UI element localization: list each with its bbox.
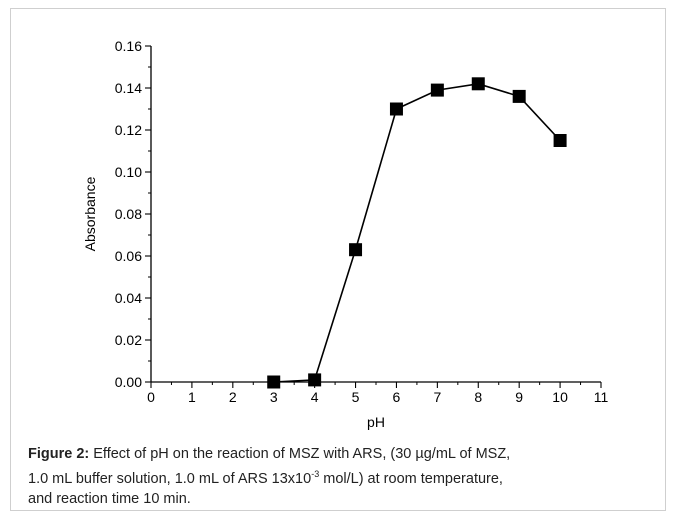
x-tick-label: 9 [515,389,523,405]
x-tick-label: 4 [311,389,319,405]
y-tick-label: 0.02 [115,332,142,348]
x-tick-label: 2 [229,389,237,405]
data-point [308,373,322,387]
y-axis-label: Absorbance [82,176,98,251]
x-tick-label: 7 [433,389,441,405]
figure-caption: Figure 2: Effect of pH on the reaction o… [28,444,668,509]
tick-labels: 0 1 2 3 4 5 6 7 8 9 10 11 0.00 0.02 0.04 0.06 0.08 0.10 0.… [115,38,609,405]
chart: 0 1 2 3 4 5 6 7 8 9 10 11 0.00 0.02 0.04 0.06 0.08 0.10 0.… [82,38,609,430]
figure-frame: 0 1 2 3 4 5 6 7 8 9 10 11 0.00 0.02 0.04 0.06 0.08 0.10 0.… [10,8,666,511]
x-tick-label: 5 [352,389,360,405]
y-tick-label: 0.10 [115,164,142,180]
data-point [512,89,526,103]
caption-line-2a: 1.0 mL buffer solution, 1.0 mL of ARS 13… [28,470,312,487]
axes [150,46,601,383]
data-markers [267,77,567,389]
ticks [145,45,602,388]
caption-exponent: -3 [311,469,320,479]
x-tick-label: 3 [270,389,278,405]
x-tick-label: 0 [147,389,155,405]
data-point [471,77,485,91]
y-tick-label: 0.06 [115,248,142,264]
x-tick-label: 1 [188,389,196,405]
y-tick-label: 0.14 [115,80,142,96]
x-tick-label: 6 [393,389,401,405]
caption-line-2b: mol/L) at room temperature, [319,470,503,487]
caption-label: Figure 2: [28,446,90,462]
y-tick-label: 0.00 [115,374,142,390]
data-point [389,102,403,116]
series-line [273,82,561,383]
y-tick-label: 0.04 [115,290,142,306]
data-point [553,134,567,147]
caption-line-1: Effect of pH on the reaction of MSZ with… [89,446,511,462]
data-point [349,243,363,257]
data-point [430,83,444,97]
y-tick-label: 0.08 [115,206,142,222]
x-tick-label: 10 [552,389,568,405]
caption-line-3: and reaction time 10 min. [28,490,191,507]
x-axis-label: pH [367,414,385,430]
x-tick-label: 8 [474,389,482,405]
y-tick-label: 0.16 [115,38,142,54]
data-point [267,375,281,389]
y-tick-label: 0.12 [115,122,142,138]
x-tick-label: 11 [594,389,609,405]
